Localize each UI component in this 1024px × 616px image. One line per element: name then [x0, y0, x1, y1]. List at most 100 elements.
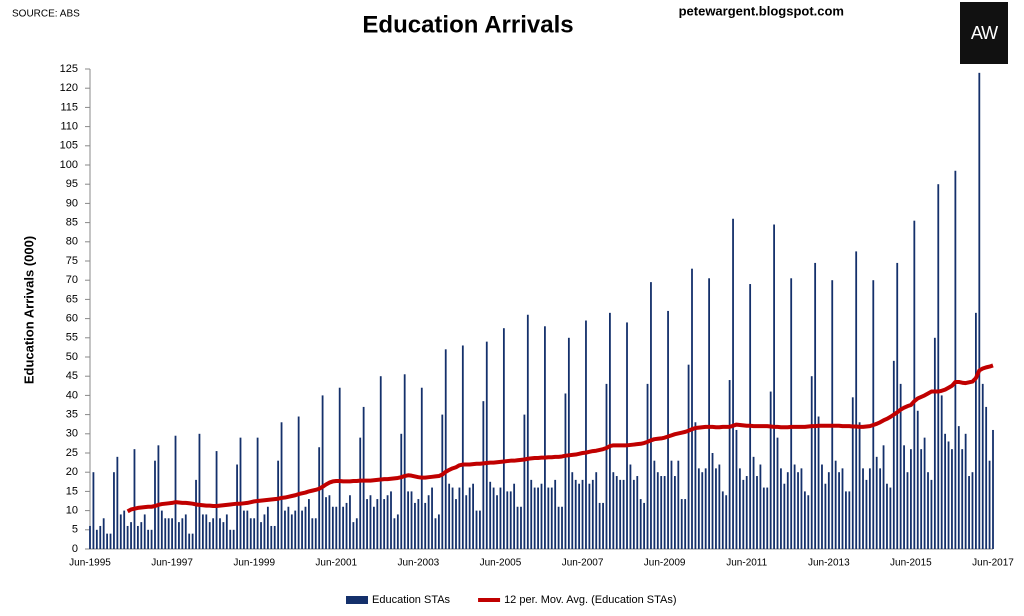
bar: [516, 506, 519, 549]
bar: [133, 449, 136, 549]
bar: [390, 491, 392, 549]
bar: [140, 522, 143, 549]
bar: [506, 491, 509, 549]
bar: [862, 468, 864, 549]
bar: [571, 472, 574, 549]
bar: [626, 322, 628, 549]
bar: [673, 476, 676, 549]
bar: [879, 468, 882, 549]
y-tick-label: 40: [66, 389, 78, 401]
bar: [215, 451, 218, 549]
bar: [742, 479, 745, 549]
bar: [766, 487, 769, 549]
bar: [595, 472, 598, 549]
bar: [222, 522, 225, 549]
bar: [427, 495, 430, 549]
bar: [95, 529, 98, 549]
bar: [786, 472, 789, 549]
bar: [260, 522, 262, 549]
y-tick-label: 45: [66, 370, 78, 382]
bar: [253, 518, 256, 549]
bar: [933, 337, 936, 549]
bar: [455, 499, 457, 549]
bar: [403, 374, 406, 549]
bar: [109, 533, 112, 549]
bar: [219, 518, 221, 549]
bar: [533, 487, 536, 549]
bar: [520, 506, 522, 549]
bar: [814, 262, 817, 549]
bar: [694, 422, 697, 549]
bar: [99, 525, 102, 549]
bar: [496, 495, 498, 549]
bar: [229, 529, 232, 549]
bar: [889, 487, 892, 549]
bar: [721, 491, 724, 549]
bar: [684, 499, 687, 549]
bar: [619, 479, 622, 549]
bar: [591, 479, 594, 549]
bar: [978, 72, 981, 549]
bar: [297, 416, 300, 549]
bar: [451, 487, 454, 549]
bar: [937, 184, 940, 549]
legend-label: 12 per. Mov. Avg. (Education STAs): [504, 594, 676, 606]
bar: [602, 502, 604, 549]
bar: [171, 518, 173, 549]
bar: [366, 499, 368, 549]
bar: [567, 337, 570, 549]
bar: [817, 416, 820, 549]
y-tick-label: 15: [66, 485, 78, 497]
bar: [697, 468, 700, 549]
bar: [266, 506, 269, 549]
bar: [646, 383, 649, 549]
bar: [851, 397, 854, 549]
bar: [321, 395, 324, 549]
bar: [643, 502, 646, 549]
bar: [342, 506, 345, 549]
y-tick-label: 25: [66, 447, 78, 459]
bar: [379, 376, 382, 549]
bar: [916, 410, 919, 549]
x-tick-label: Jun-2013: [808, 558, 850, 569]
bar: [113, 472, 115, 549]
bar: [437, 514, 440, 549]
bar: [263, 514, 266, 549]
y-tick-label: 125: [60, 63, 78, 75]
bar: [277, 460, 280, 549]
bar: [499, 487, 502, 549]
bar: [434, 518, 437, 549]
bar: [489, 481, 492, 549]
y-tick-label: 70: [66, 274, 78, 286]
bar: [944, 433, 947, 549]
bar: [414, 502, 416, 549]
bar: [92, 472, 95, 549]
bar: [198, 433, 201, 549]
bar: [243, 510, 245, 549]
x-tick-label: Jun-1997: [151, 558, 193, 569]
bar: [362, 406, 365, 549]
bar: [465, 495, 468, 549]
bar: [246, 510, 249, 549]
bar: [164, 518, 167, 549]
bar: [769, 391, 772, 549]
bar: [680, 499, 683, 549]
bar: [537, 487, 539, 549]
bar: [280, 422, 283, 549]
bar: [899, 383, 902, 549]
y-tick-label: 5: [72, 524, 78, 536]
x-tick-label: Jun-1995: [69, 558, 111, 569]
bar: [585, 320, 587, 549]
y-tick-label: 120: [60, 82, 78, 94]
bar: [461, 345, 464, 549]
bar: [803, 491, 806, 549]
x-tick-label: Jun-2011: [726, 558, 767, 569]
bar: [841, 468, 844, 549]
bar: [749, 284, 752, 549]
bar: [369, 495, 372, 549]
bar: [270, 525, 273, 549]
x-tick-label: Jun-2009: [644, 558, 686, 569]
chart-title: Education Arrivals: [362, 11, 573, 38]
bar: [821, 464, 823, 549]
